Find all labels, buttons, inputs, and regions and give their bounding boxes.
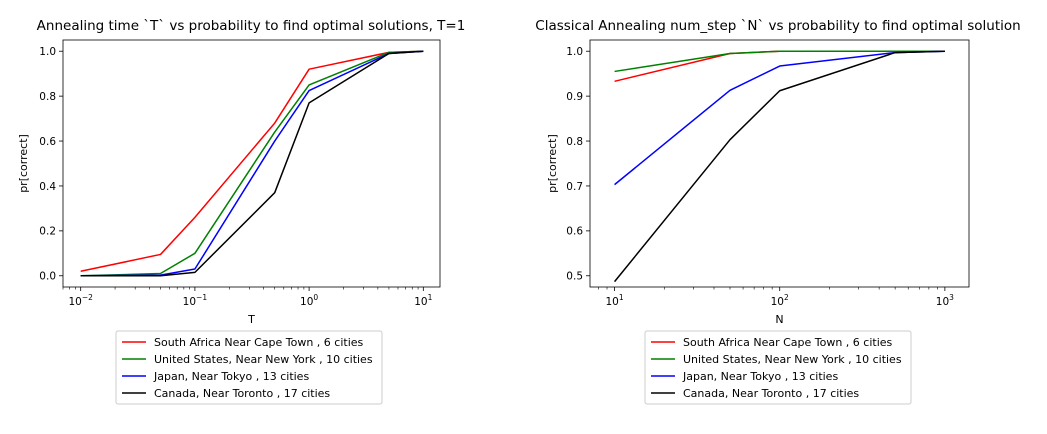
y-axis-label: pr[correct] (17, 134, 30, 193)
series-line-2 (614, 50, 945, 73)
y-tick-label: 0.0 (39, 271, 56, 283)
legend-entry: Canada, Near Toronto , 17 cities (683, 387, 859, 400)
legend: South Africa Near Cape Town , 6 cities Un… (644, 330, 912, 405)
y-tick-label: 1.0 (39, 46, 56, 58)
legend-entry: United States, Near New York , 10 cities (154, 353, 373, 366)
legend-frame (115, 330, 383, 405)
x-axis-label: N (775, 313, 783, 326)
x-axis-label: T (247, 313, 255, 326)
legend-entry: Japan, Near Tokyo , 13 cities (682, 370, 838, 383)
y-tick-label: 0.2 (39, 226, 56, 238)
legend-entry: Canada, Near Toronto , 17 cities (154, 387, 330, 400)
plot-frame (589, 39, 970, 288)
y-tick-label: 0.8 (566, 136, 583, 148)
legend-entry: South Africa Near Cape Town , 6 cities (683, 336, 893, 349)
series-line-4 (80, 50, 424, 277)
series-line-4 (613, 50, 945, 283)
legend-entry: United States, Near New York , 10 cities (683, 353, 902, 366)
series-line-2 (80, 50, 424, 277)
x-tick-label: 101 (605, 293, 623, 308)
y-tick-label: 0.4 (39, 181, 56, 193)
legend-frame (644, 330, 912, 405)
chart-2: Classical Annealing num_step `N` vs prob… (535, 18, 1021, 405)
y-tick-label: 0.6 (566, 226, 583, 238)
x-tick-label: 101 (414, 293, 432, 308)
plot-frame (62, 39, 441, 288)
chart-title: Classical Annealing num_step `N` vs prob… (535, 18, 1020, 34)
chart-title: Annealing time `T` vs probability to fin… (37, 18, 466, 34)
x-tick-label: 10−2 (68, 293, 93, 308)
x-tick-label: 103 (936, 293, 954, 308)
y-tick-label: 0.8 (39, 91, 56, 103)
chart-1: Annealing time `T` vs probability to fin… (17, 18, 466, 405)
legend-entry: South Africa Near Cape Town , 6 cities (154, 336, 364, 349)
y-tick-label: 0.7 (566, 181, 583, 193)
y-tick-label: 0.9 (566, 91, 583, 103)
x-tick-label: 100 (300, 293, 318, 308)
y-tick-label: 0.5 (566, 271, 583, 283)
y-tick-label: 0.6 (39, 136, 56, 148)
legend-entry: Japan, Near Tokyo , 13 cities (153, 370, 309, 383)
x-tick-label: 102 (771, 293, 789, 308)
series-line-3 (614, 50, 945, 186)
series-line-1 (80, 50, 424, 273)
legend: South Africa Near Cape Town , 6 cities Un… (115, 330, 383, 405)
y-tick-label: 1.0 (566, 46, 583, 58)
y-axis-label: pr[correct] (546, 134, 559, 193)
series-line-3 (80, 50, 424, 277)
x-tick-label: 10−1 (183, 293, 208, 308)
